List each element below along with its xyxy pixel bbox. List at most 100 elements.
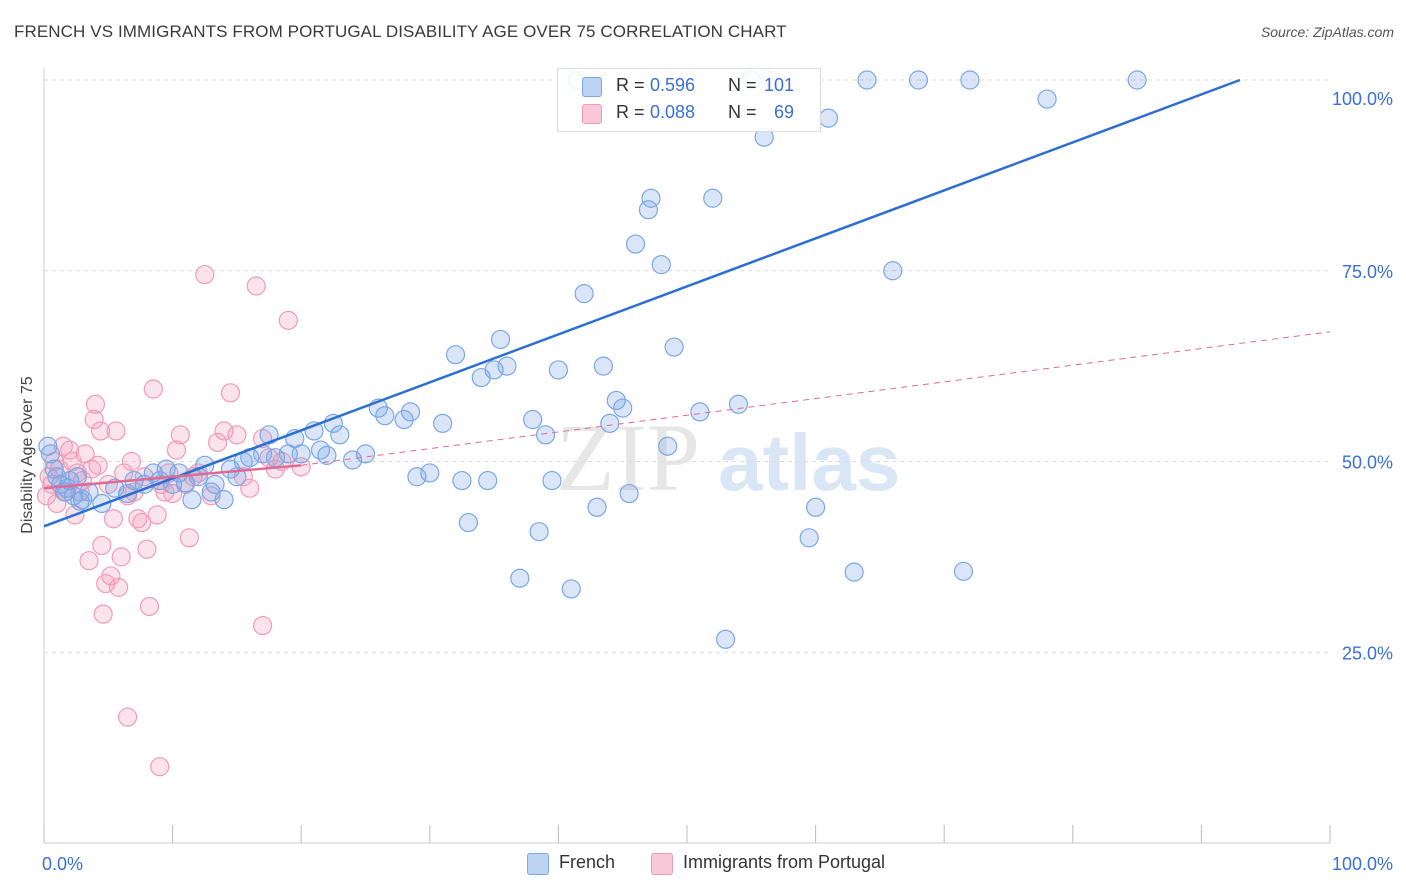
data-point-portugal	[60, 440, 80, 460]
data-point-portugal	[278, 310, 298, 330]
data-point-portugal	[93, 604, 113, 624]
bottom-legend-label-french: French	[559, 852, 616, 872]
data-point-french	[40, 444, 61, 464]
legend-swatch-portugal	[582, 104, 602, 124]
data-point-french	[664, 337, 684, 357]
y-tick-label: 100.0%	[1332, 89, 1393, 109]
data-point-french	[535, 425, 556, 445]
data-point-french	[1127, 70, 1147, 90]
legend-n-label: N =	[728, 75, 757, 95]
legend-r-value: 0.088	[650, 102, 696, 122]
data-point-french	[484, 360, 504, 380]
x-tick-label: 100.0%	[1332, 854, 1393, 874]
data-point-portugal	[143, 379, 163, 399]
data-point-portugal	[132, 512, 152, 533]
data-point-french	[205, 474, 225, 494]
y-tick-label: 50.0%	[1342, 453, 1393, 473]
data-point-french	[478, 470, 498, 491]
data-point-french	[703, 188, 723, 208]
data-point-french	[1037, 89, 1057, 109]
x-tick-label: 0.0%	[42, 854, 83, 874]
data-point-french	[105, 478, 125, 498]
data-point-french	[497, 356, 517, 376]
data-point-portugal	[246, 276, 266, 296]
data-point-french	[529, 522, 549, 542]
data-point-french	[542, 470, 562, 491]
data-point-french	[310, 440, 331, 460]
data-point-portugal	[195, 264, 215, 285]
data-point-french	[452, 470, 472, 491]
data-point-portugal	[147, 505, 167, 525]
data-point-french	[561, 579, 581, 599]
data-point-portugal	[240, 478, 260, 498]
data-point-french	[355, 444, 376, 464]
legend-r-label: R =	[616, 75, 645, 95]
data-point-french	[625, 234, 646, 254]
data-point-french	[960, 70, 980, 90]
data-point-french	[259, 425, 279, 445]
data-point-french	[799, 528, 819, 548]
data-point-french	[70, 491, 90, 511]
data-point-french	[658, 436, 678, 456]
data-point-portugal	[208, 432, 228, 453]
data-point-french	[690, 402, 710, 422]
data-point-portugal	[103, 509, 124, 529]
watermark-zip: ZIP	[556, 404, 700, 511]
series-french	[38, 70, 1147, 649]
data-point-french	[375, 406, 395, 426]
data-point-french	[420, 463, 440, 483]
data-point-french	[291, 444, 311, 464]
data-point-portugal	[88, 455, 108, 475]
data-point-french	[619, 483, 639, 504]
data-point-french	[330, 425, 350, 445]
data-point-portugal	[108, 577, 129, 597]
gridlines	[44, 79, 1330, 653]
data-point-portugal	[139, 596, 160, 617]
bottom-legend-swatch-portugal	[651, 853, 673, 875]
data-point-portugal	[111, 547, 131, 567]
data-point-portugal	[79, 551, 99, 571]
legend-swatch-french	[582, 77, 602, 97]
data-point-french	[600, 413, 620, 433]
data-point-portugal	[137, 539, 157, 559]
data-point-portugal	[117, 707, 138, 727]
data-point-french	[638, 200, 659, 220]
data-point-french	[38, 436, 58, 456]
data-point-french	[606, 390, 626, 411]
data-point-french	[641, 188, 661, 208]
data-point-french	[490, 329, 511, 350]
data-point-portugal	[220, 383, 241, 403]
data-point-portugal	[121, 451, 142, 472]
axes	[43, 68, 1331, 844]
trend-line-portugal-extended	[301, 331, 1331, 466]
data-point-french	[523, 409, 543, 430]
data-point-french	[953, 561, 974, 581]
data-point-french	[433, 413, 453, 433]
series-immigrants-from-portugal	[36, 264, 311, 777]
data-point-portugal	[85, 394, 106, 414]
data-point-french	[818, 108, 839, 128]
data-point-portugal	[155, 482, 175, 502]
data-point-french	[908, 70, 929, 90]
source-label: Source: ZipAtlas.com	[1260, 24, 1394, 40]
data-point-french	[883, 261, 903, 281]
data-point-french	[214, 490, 234, 510]
data-point-french	[548, 360, 569, 380]
data-point-portugal	[227, 425, 247, 445]
legend-n-label: N =	[728, 102, 757, 122]
data-point-portugal	[92, 535, 112, 556]
data-point-french	[805, 497, 826, 517]
data-point-french	[857, 70, 877, 90]
data-point-portugal	[101, 566, 121, 586]
chart-title: FRENCH VS IMMIGRANTS FROM PORTUGAL DISAB…	[14, 22, 787, 41]
legend-r-value: 0.596	[650, 75, 696, 95]
data-point-french	[182, 490, 202, 510]
data-point-french	[394, 409, 414, 430]
data-point-french	[613, 398, 633, 418]
data-point-french	[445, 345, 466, 365]
data-point-french	[574, 284, 594, 304]
data-point-french	[510, 568, 530, 588]
data-point-french	[400, 402, 421, 422]
data-point-portugal	[179, 528, 199, 548]
